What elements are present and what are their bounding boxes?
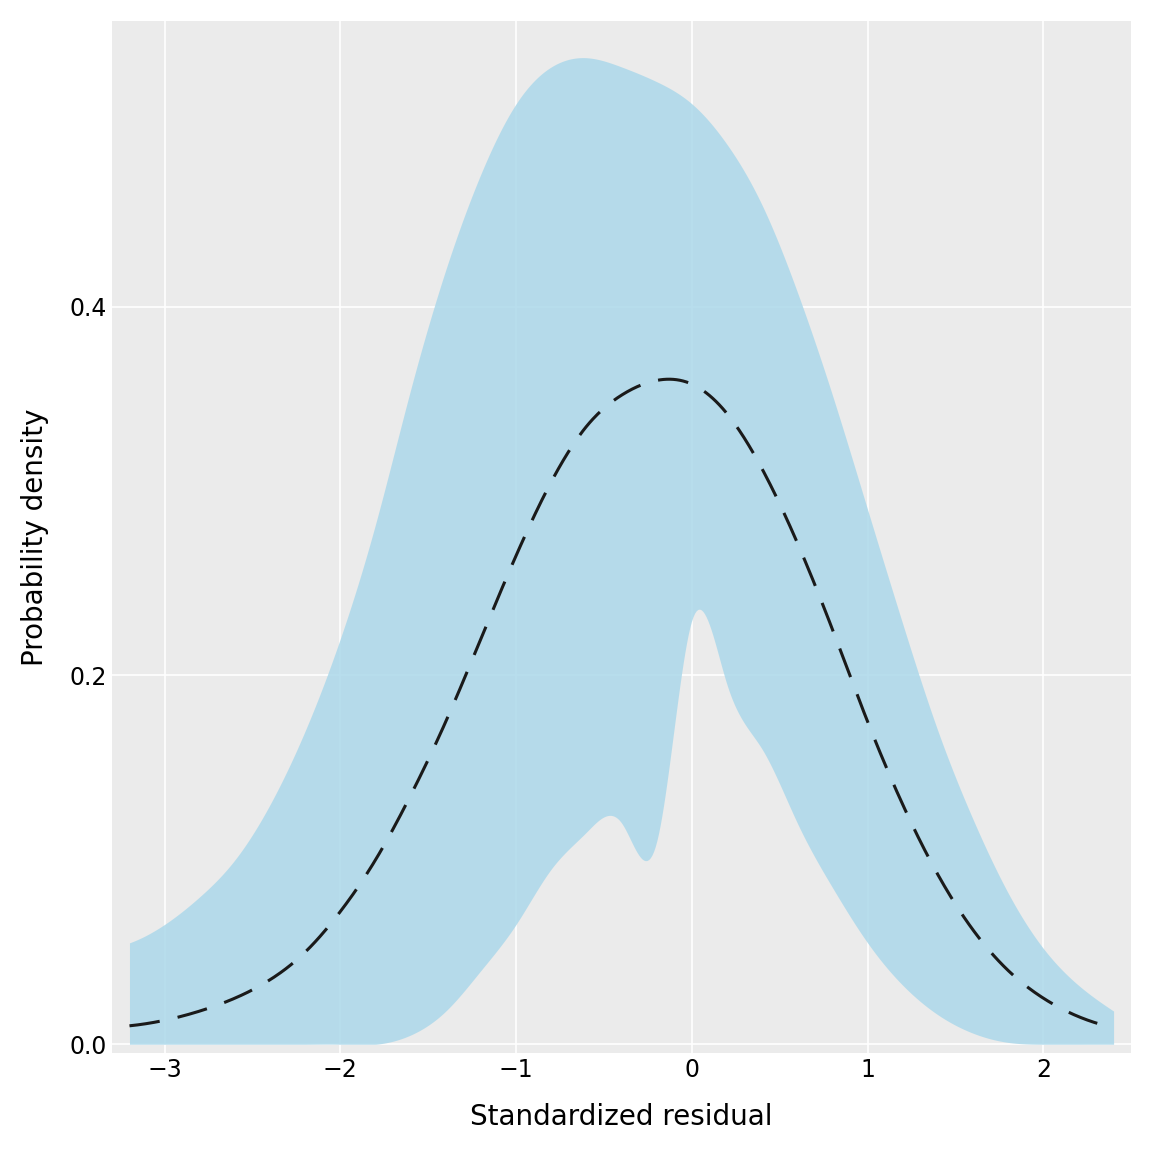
X-axis label: Standardized residual: Standardized residual: [470, 1104, 773, 1131]
Y-axis label: Probability density: Probability density: [21, 409, 48, 666]
